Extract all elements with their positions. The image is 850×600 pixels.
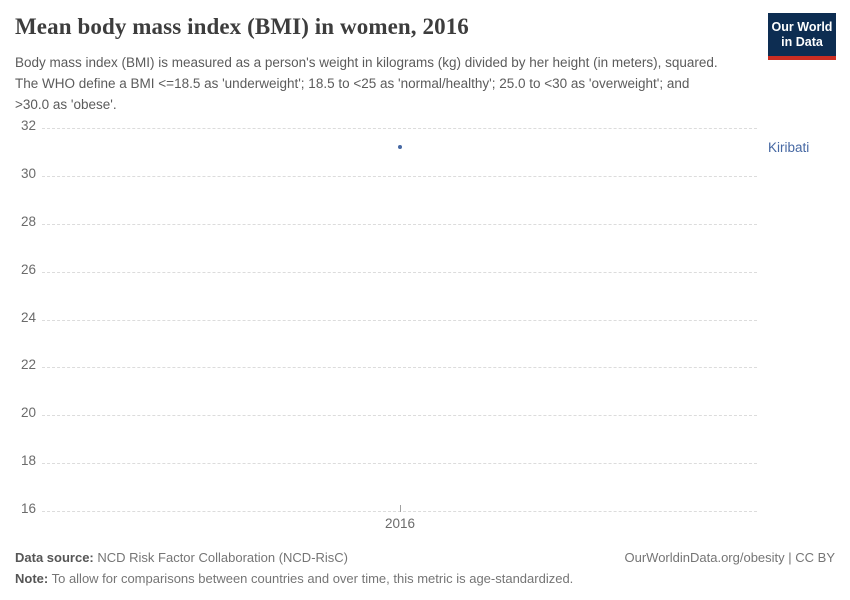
y-axis-tick-label: 30 bbox=[20, 165, 36, 181]
owid-logo-box: Our World in Data bbox=[768, 13, 836, 56]
y-gridline bbox=[42, 415, 757, 417]
y-gridline bbox=[42, 175, 757, 177]
owid-logo-line1: Our World bbox=[771, 19, 833, 34]
owid-logo-line2: in Data bbox=[781, 34, 823, 49]
y-gridline bbox=[42, 271, 757, 273]
note-label: Note: bbox=[15, 571, 49, 586]
y-axis-tick-label: 24 bbox=[20, 309, 36, 325]
data-source-line: Data source: NCD Risk Factor Collaborati… bbox=[15, 547, 348, 568]
chart-subtitle: Body mass index (BMI) is measured as a p… bbox=[15, 55, 718, 112]
y-gridline bbox=[42, 463, 757, 465]
y-axis-tick-label: 20 bbox=[20, 405, 36, 421]
owid-logo-red-bar bbox=[768, 56, 836, 60]
chart-footer: Data source: NCD Risk Factor Collaborati… bbox=[15, 547, 835, 589]
y-axis-tick-label: 32 bbox=[20, 118, 36, 133]
data-source-value: NCD Risk Factor Collaboration (NCD-RisC) bbox=[93, 550, 349, 565]
y-gridline bbox=[42, 319, 757, 321]
y-axis-tick-label: 22 bbox=[20, 357, 36, 373]
y-gridline bbox=[42, 511, 757, 512]
entity-label-kiribati[interactable]: Kiribati bbox=[768, 140, 810, 156]
attribution-link[interactable]: OurWorldinData.org/obesity | CC BY bbox=[624, 550, 836, 565]
chart-title: Mean body mass index (BMI) in women, 201… bbox=[15, 14, 469, 39]
x-axis-tick-label: 2016 bbox=[384, 516, 416, 531]
data-source-label: Data source: bbox=[15, 550, 94, 565]
x-axis-tick-mark bbox=[400, 505, 401, 512]
note-line: Note: To allow for comparisons between c… bbox=[15, 571, 573, 586]
owid-logo[interactable]: Our World in Data bbox=[768, 13, 836, 60]
y-axis-tick-label: 16 bbox=[20, 501, 36, 516]
y-gridline bbox=[42, 367, 757, 369]
data-point-kiribati[interactable] bbox=[398, 145, 402, 150]
y-axis-tick-label: 18 bbox=[20, 453, 36, 469]
y-gridline bbox=[42, 128, 757, 129]
y-axis-tick-label: 26 bbox=[20, 261, 36, 277]
y-axis-tick-label: 28 bbox=[20, 213, 36, 229]
note-value: To allow for comparisons between countri… bbox=[48, 571, 574, 586]
y-gridline bbox=[42, 223, 757, 225]
